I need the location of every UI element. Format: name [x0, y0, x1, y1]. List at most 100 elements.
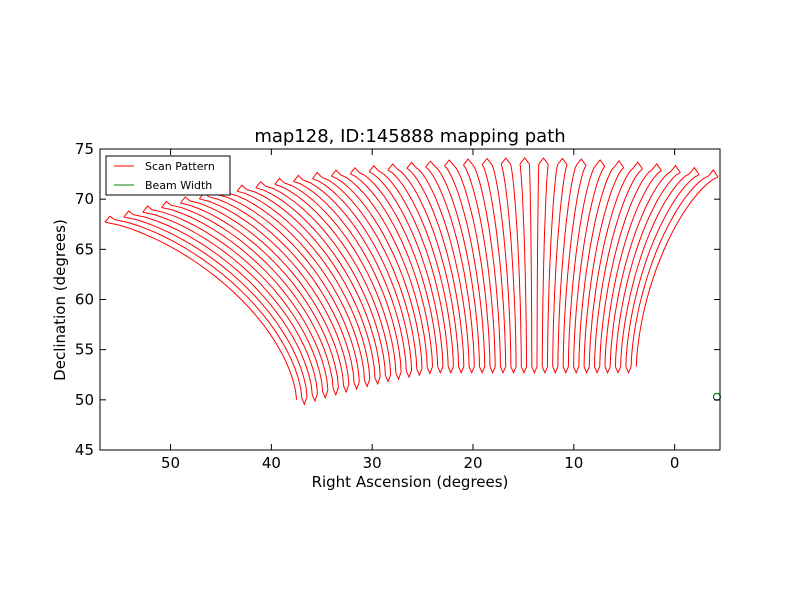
scan-turnaround [632, 161, 643, 170]
scan-leg [630, 175, 709, 367]
y-tick-label: 60 [75, 291, 94, 309]
scan-turnaround [538, 157, 549, 165]
scan-turnaround [311, 393, 318, 403]
scan-leg [227, 192, 365, 381]
scan-turnaround [406, 161, 417, 169]
y-tick-label: 45 [75, 441, 94, 459]
scan-turnaround [604, 366, 611, 374]
scan-turnaround [405, 369, 413, 379]
scan-turnaround [123, 210, 134, 218]
scan-leg [528, 164, 533, 367]
scan-turnaround [142, 205, 153, 213]
scan-leg [562, 165, 587, 367]
scan-turnaround [236, 184, 247, 192]
scan-turnaround [510, 366, 517, 374]
scan-turnaround [519, 157, 530, 165]
scan-leg [114, 219, 303, 399]
scan-leg [573, 166, 606, 367]
scan-leg [547, 164, 559, 367]
scan-turnaround [368, 165, 379, 173]
scan-leg [500, 164, 517, 367]
scan-turnaround [481, 157, 493, 165]
scan-leg [635, 176, 719, 367]
scan-turnaround [331, 169, 342, 177]
scan-turnaround [557, 157, 568, 166]
scan-leg [359, 172, 439, 367]
scan-turnaround [274, 177, 285, 185]
scan-leg [284, 182, 397, 374]
scan-leg [255, 187, 381, 377]
y-tick-label: 70 [75, 190, 94, 208]
scan-turnaround [468, 366, 475, 374]
legend-scan-pattern-label: Scan Pattern [145, 160, 215, 173]
scan-leg [541, 164, 549, 367]
scan-leg [387, 169, 454, 367]
scan-turnaround [573, 366, 580, 374]
scan-leg [614, 172, 681, 367]
scan-leg [604, 170, 662, 367]
scan-leg [133, 214, 313, 395]
scan-leg [536, 164, 540, 367]
scan-leg [142, 211, 318, 394]
scan-leg [583, 167, 625, 367]
scan-turnaround [161, 200, 172, 208]
scan-leg [180, 202, 339, 388]
scan-turnaround [562, 366, 569, 374]
scan-leg [331, 175, 423, 369]
scan-turnaround [104, 215, 115, 223]
scan-turnaround [708, 169, 719, 178]
scan-leg [236, 190, 371, 380]
scan-turnaround [651, 162, 662, 171]
scan-turnaround [255, 180, 266, 189]
scan-leg [265, 185, 386, 376]
beam-width-series [712, 392, 722, 401]
legend-beam-width-label: Beam Width [145, 179, 212, 192]
scan-leg [340, 174, 428, 368]
scan-leg [434, 166, 480, 367]
scan-leg [481, 164, 507, 367]
scan-leg [161, 207, 329, 391]
scan-turnaround [293, 174, 304, 182]
scan-turnaround [437, 366, 444, 374]
scan-leg [406, 167, 465, 367]
scan-leg [293, 180, 402, 373]
x-axis-label: Right Ascension (degrees) [312, 473, 509, 491]
legend: Scan Pattern Beam Width [105, 155, 231, 196]
scan-turnaround [301, 396, 308, 406]
scan-turnaround [689, 166, 700, 175]
scan-turnaround [444, 159, 455, 167]
scan-leg [510, 163, 522, 367]
scan-turnaround [180, 196, 191, 204]
scan-leg [415, 167, 470, 367]
x-tick-label: 0 [670, 454, 680, 472]
scan-turnaround [384, 374, 392, 383]
scan-turnaround [353, 381, 360, 391]
scan-leg [425, 166, 475, 367]
scan-turnaround [576, 158, 587, 166]
y-tick-label: 55 [75, 341, 94, 359]
scan-leg [609, 171, 672, 367]
scan-leg [170, 204, 334, 389]
scan-leg [123, 216, 308, 397]
scan-turnaround [479, 366, 486, 374]
scan-turnaround [343, 384, 350, 394]
scan-turnaround [552, 366, 559, 374]
scan-leg [578, 166, 615, 367]
scan-leg [599, 169, 653, 367]
scan-turnaround [425, 160, 436, 168]
y-tick-label: 65 [75, 240, 94, 258]
scan-leg [625, 174, 700, 367]
scan-turnaround [364, 378, 371, 388]
scan-leg [368, 171, 444, 367]
scan-leg [620, 173, 690, 367]
scan-turnaround [520, 366, 528, 374]
x-tick-label: 50 [161, 454, 180, 472]
scan-turnaround [426, 366, 433, 375]
scan-turnaround [614, 366, 622, 374]
scan-leg [567, 165, 596, 367]
scan-turnaround [416, 368, 423, 377]
scan-leg [199, 198, 350, 385]
scan-leg [594, 168, 643, 367]
scan-leg [189, 200, 345, 386]
